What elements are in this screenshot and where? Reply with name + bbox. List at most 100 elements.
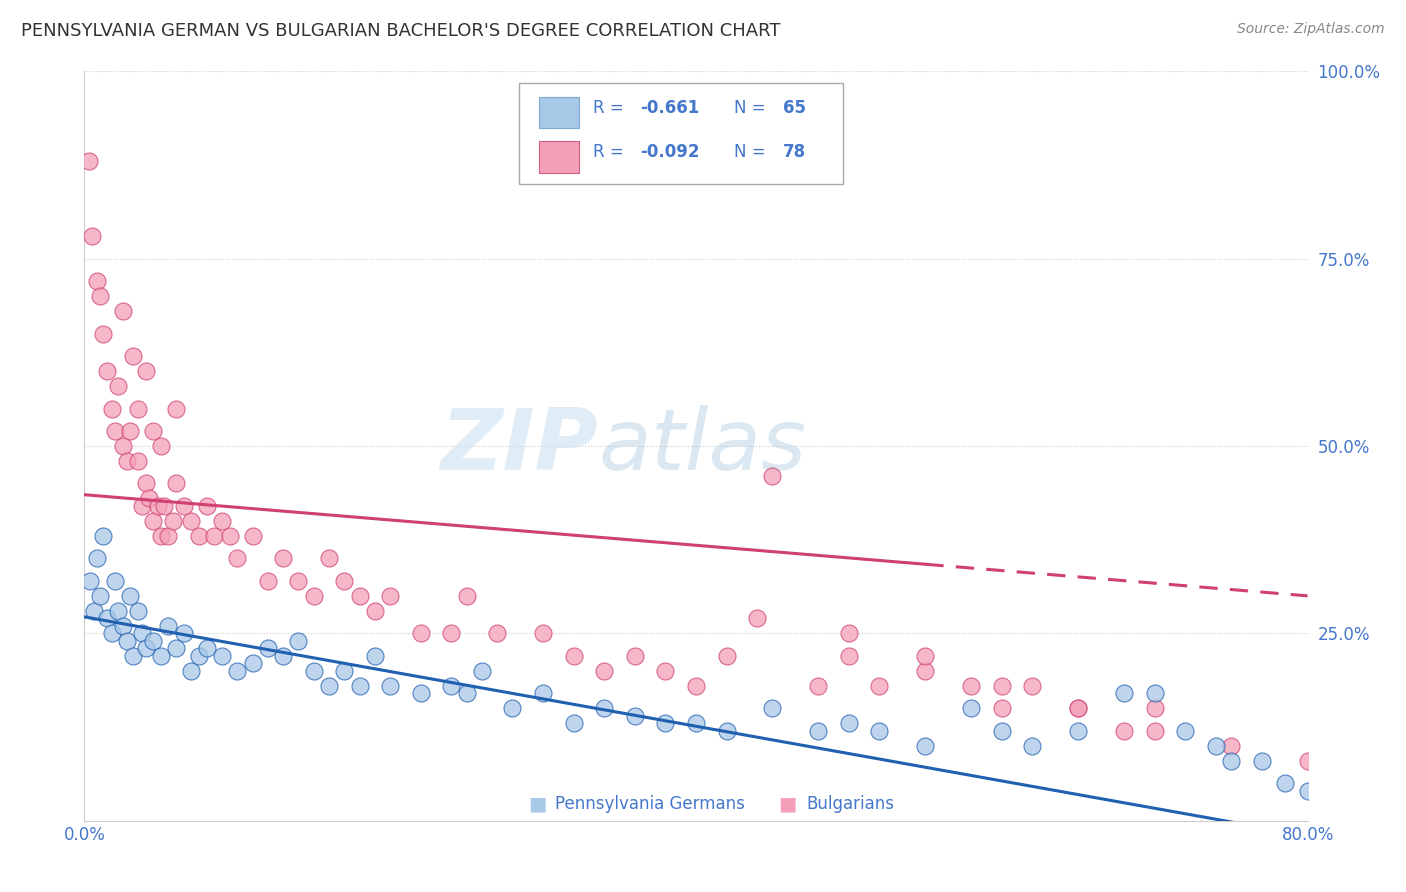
- Point: [838, 626, 860, 640]
- Point: [380, 679, 402, 693]
- Point: [991, 723, 1014, 738]
- Text: Bulgarians: Bulgarians: [806, 795, 894, 814]
- Point: [211, 514, 233, 528]
- Point: [104, 574, 127, 588]
- Point: [80, 229, 103, 244]
- Point: [1296, 754, 1319, 768]
- Point: [685, 679, 707, 693]
- Point: [747, 611, 769, 625]
- Point: [211, 648, 233, 663]
- Point: [838, 648, 860, 663]
- Point: [1274, 776, 1296, 790]
- Text: ZIP: ZIP: [440, 404, 598, 488]
- Point: [349, 589, 371, 603]
- Point: [173, 499, 195, 513]
- Point: [502, 701, 524, 715]
- Point: [122, 349, 145, 363]
- Point: [807, 723, 830, 738]
- Point: [149, 529, 172, 543]
- Point: [1205, 739, 1227, 753]
- Point: [107, 604, 129, 618]
- Point: [107, 379, 129, 393]
- Point: [195, 641, 218, 656]
- Point: [271, 648, 294, 663]
- Point: [149, 648, 172, 663]
- Point: [257, 574, 280, 588]
- Text: atlas: atlas: [598, 404, 806, 488]
- Text: ■: ■: [779, 795, 797, 814]
- Point: [202, 529, 225, 543]
- Point: [1296, 783, 1319, 797]
- Point: [287, 574, 309, 588]
- Point: [318, 679, 340, 693]
- Point: [1143, 723, 1166, 738]
- Text: R =: R =: [593, 143, 630, 161]
- Point: [1114, 723, 1136, 738]
- Point: [456, 589, 478, 603]
- Point: [157, 529, 180, 543]
- Point: [91, 529, 114, 543]
- Point: [226, 664, 249, 678]
- Text: 78: 78: [783, 143, 806, 161]
- Point: [153, 499, 176, 513]
- Point: [440, 679, 463, 693]
- Point: [135, 641, 157, 656]
- Point: [120, 589, 142, 603]
- Point: [364, 604, 387, 618]
- Text: Pennsylvania Germans: Pennsylvania Germans: [555, 795, 745, 814]
- Point: [162, 514, 184, 528]
- Point: [654, 716, 676, 731]
- Point: [242, 657, 264, 671]
- Point: [624, 648, 647, 663]
- Point: [1021, 739, 1043, 753]
- Point: [165, 641, 187, 656]
- Point: [807, 679, 830, 693]
- Text: N =: N =: [734, 99, 770, 117]
- Point: [149, 439, 172, 453]
- Text: R =: R =: [593, 99, 630, 117]
- Point: [409, 686, 432, 700]
- Point: [120, 424, 142, 438]
- Point: [1250, 754, 1272, 768]
- Point: [1143, 701, 1166, 715]
- Point: [142, 633, 165, 648]
- Point: [135, 476, 157, 491]
- Point: [624, 708, 647, 723]
- Point: [195, 499, 218, 513]
- Point: [180, 664, 202, 678]
- Point: [96, 611, 118, 625]
- Point: [188, 529, 211, 543]
- Point: [111, 304, 134, 318]
- Point: [1220, 754, 1243, 768]
- Point: [115, 454, 138, 468]
- Point: [318, 551, 340, 566]
- Point: [127, 401, 149, 416]
- Point: [991, 679, 1014, 693]
- Text: -0.661: -0.661: [640, 99, 699, 117]
- Point: [914, 648, 936, 663]
- Point: [131, 499, 153, 513]
- Text: 65: 65: [783, 99, 806, 117]
- Point: [349, 679, 371, 693]
- Text: N =: N =: [734, 143, 770, 161]
- Point: [101, 401, 124, 416]
- Point: [440, 626, 463, 640]
- Point: [302, 664, 325, 678]
- Point: [471, 664, 494, 678]
- Point: [1067, 701, 1090, 715]
- Point: [914, 739, 936, 753]
- Point: [165, 401, 187, 416]
- Point: [486, 626, 509, 640]
- Point: [456, 686, 478, 700]
- Point: [1021, 679, 1043, 693]
- Point: [104, 424, 127, 438]
- Point: [135, 364, 157, 378]
- Point: [364, 648, 387, 663]
- Point: [89, 289, 111, 303]
- Point: [77, 154, 100, 169]
- FancyBboxPatch shape: [519, 83, 842, 184]
- Point: [1067, 723, 1090, 738]
- Point: [86, 551, 108, 566]
- Point: [1220, 739, 1243, 753]
- Point: [131, 626, 153, 640]
